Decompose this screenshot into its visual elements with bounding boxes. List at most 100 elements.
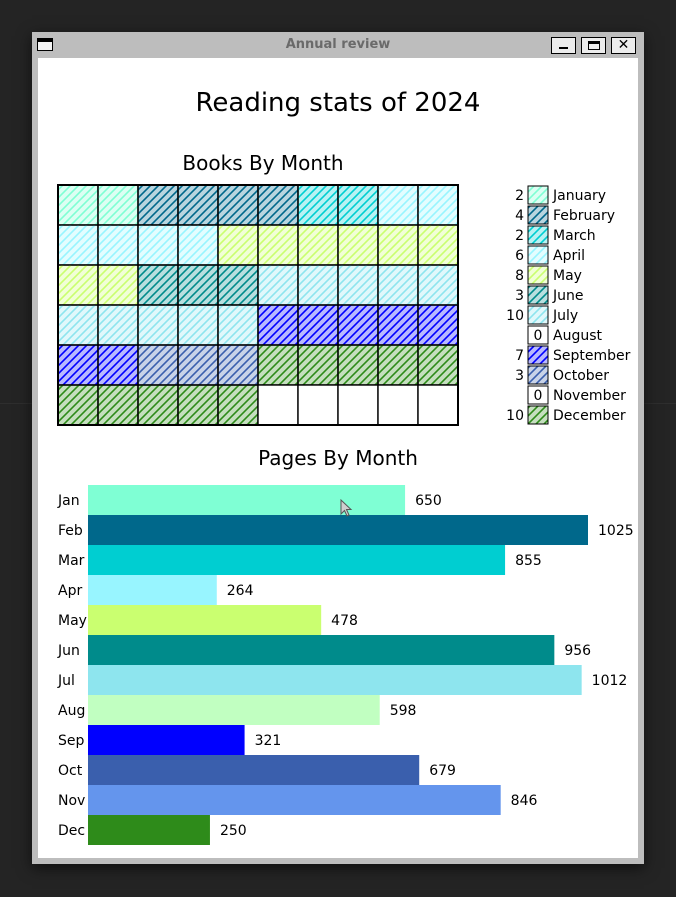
bar-chart: Jan 650 Feb 1025 Mar 855 Apr 264 May 478 Jun 956 Jul… [57, 485, 634, 845]
waffle-cell-december [97, 384, 139, 426]
bar-category-label-jul: Jul [57, 673, 75, 689]
bar-category-label-apr: Apr [58, 583, 82, 599]
bar-value-label-jul: 1012 [592, 673, 628, 689]
bar-may [88, 605, 322, 635]
legend-label-march: March [553, 228, 596, 244]
legend-label-may: May [553, 268, 582, 284]
bar-value-label-jan: 650 [415, 493, 442, 509]
waffle-cell-july [417, 264, 459, 306]
waffle-cell-july [257, 264, 299, 306]
legend-count-box-november [527, 385, 549, 405]
legend-label-december: December [553, 408, 626, 424]
waffle-cell-october [217, 344, 259, 386]
legend-swatch-september [527, 345, 549, 365]
legend-swatch-april [527, 245, 549, 265]
waffle-cell-may [337, 224, 379, 266]
waffle-cell-may [257, 224, 299, 266]
waffle-cell-may [97, 264, 139, 306]
waffle-cell-april [417, 184, 459, 226]
waffle-cell-december [297, 344, 339, 386]
title-bar[interactable]: Annual review ✕ [32, 32, 644, 58]
bar-chart-title: Pages By Month [258, 446, 418, 470]
waffle-cell-july [177, 304, 219, 346]
window-title: Annual review [285, 37, 391, 52]
bar-value-label-may: 478 [331, 613, 358, 629]
waffle-cell-june [177, 264, 219, 306]
waffle-cell-october [137, 344, 179, 386]
legend-swatch-february [527, 205, 549, 225]
legend-label-april: April [553, 248, 585, 264]
bar-category-label-jun: Jun [57, 643, 80, 659]
legend-count-march: 2 [515, 228, 524, 244]
bar-value-label-oct: 679 [429, 763, 456, 779]
bar-oct [88, 755, 420, 785]
waffle-cell-may [417, 224, 459, 266]
bar-apr [88, 575, 217, 605]
legend-label-february: February [553, 208, 615, 224]
waffle-cell-march [297, 184, 339, 226]
legend-count-november: 0 [534, 388, 543, 404]
waffle-cell-january [97, 184, 139, 226]
minimize-button[interactable] [551, 37, 576, 54]
waffle-cell-empty [257, 384, 299, 426]
legend-label-october: October [553, 368, 609, 384]
bar-category-label-oct: Oct [58, 763, 83, 779]
waffle-frame [57, 184, 459, 426]
maximize-button[interactable] [581, 37, 606, 54]
chart-canvas: Reading stats of 2024 Books By Month Pag… [38, 58, 638, 858]
waffle-cell-july [337, 264, 379, 306]
minimize-icon [559, 47, 568, 49]
legend-label-august: August [553, 328, 603, 344]
legend-swatch-march [527, 225, 549, 245]
legend-count-box-august [527, 325, 549, 345]
bar-aug [88, 695, 380, 725]
maximize-icon [588, 41, 600, 50]
waffle-cell-june [217, 264, 259, 306]
bar-value-label-feb: 1025 [598, 523, 634, 539]
waffle-cell-december [417, 344, 459, 386]
bar-value-label-dec: 250 [220, 823, 247, 839]
legend-count-september: 7 [515, 348, 524, 364]
waffle-cell-may [377, 224, 419, 266]
bar-category-label-jan: Jan [57, 493, 80, 509]
legend-swatch-january [527, 185, 549, 205]
bar-jun [88, 635, 555, 665]
waffle-cell-september [377, 304, 419, 346]
bar-mar [88, 545, 506, 575]
waffle-cell-december [137, 384, 179, 426]
waffle-cell-empty [417, 384, 459, 426]
waffle-cell-april [377, 184, 419, 226]
waffle-cell-january [57, 184, 99, 226]
bar-value-label-apr: 264 [227, 583, 254, 599]
bar-category-label-feb: Feb [58, 523, 83, 539]
waffle-cell-march [337, 184, 379, 226]
window-menu-icon[interactable] [37, 38, 53, 51]
waffle-cell-empty [377, 384, 419, 426]
waffle-cell-june [137, 264, 179, 306]
bar-nov [88, 785, 501, 815]
waffle-cell-july [57, 304, 99, 346]
waffle-cell-empty [337, 384, 379, 426]
bar-value-label-mar: 855 [515, 553, 542, 569]
bar-category-label-aug: Aug [58, 703, 85, 719]
legend-label-january: January [552, 188, 606, 204]
waffle-legend: 2 January 4 February 2 March 6 April 8 May 3 June 10… [506, 185, 631, 425]
legend-count-october: 3 [515, 368, 524, 384]
bar-value-label-aug: 598 [390, 703, 417, 719]
waffle-cell-september [297, 304, 339, 346]
waffle-cell-july [137, 304, 179, 346]
waffle-cell-february [217, 184, 259, 226]
legend-swatch-december [527, 405, 549, 425]
close-button[interactable]: ✕ [611, 37, 636, 54]
waffle-cell-empty [297, 384, 339, 426]
bar-category-label-mar: Mar [58, 553, 85, 569]
legend-count-april: 6 [515, 248, 524, 264]
legend-swatch-june [527, 285, 549, 305]
waffle-cell-july [97, 304, 139, 346]
charts-svg: Reading stats of 2024 Books By Month Pag… [57, 88, 634, 845]
close-icon: ✕ [617, 37, 630, 53]
waffle-cell-september [97, 344, 139, 386]
waffle-cell-july [377, 264, 419, 306]
bar-feb [88, 515, 588, 545]
legend-count-june: 3 [515, 288, 524, 304]
